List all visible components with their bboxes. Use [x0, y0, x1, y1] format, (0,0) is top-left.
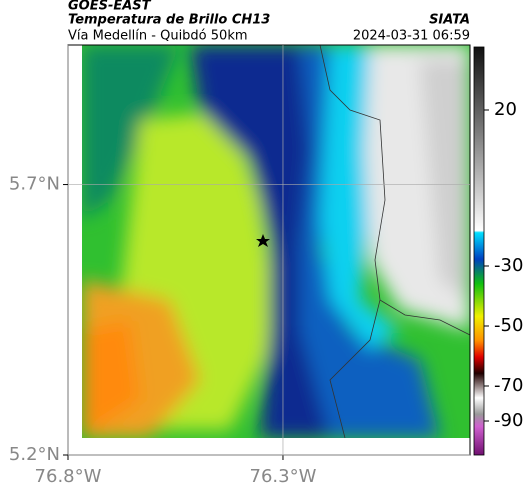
colorbar-tick-label: 20	[494, 99, 517, 120]
org: SIATA	[429, 13, 470, 28]
colorbar-tick-label: -30	[494, 255, 523, 276]
x-tick-label: 76.8°W	[35, 466, 102, 487]
subtitle: Vía Medellín - Quibdó 50km	[68, 29, 248, 44]
colorbar-tick-label: -70	[494, 375, 523, 396]
location-marker	[256, 234, 270, 247]
x-tick-label: 76.3°W	[250, 466, 317, 487]
y-tick-label: 5.2°N	[9, 444, 60, 465]
source: GOES-EAST	[68, 0, 152, 14]
timestamp: 2024-03-31 06:59	[353, 29, 470, 44]
colorbar-tick-label: -50	[494, 315, 523, 336]
colorbar-tick-label: -90	[494, 410, 523, 431]
y-tick-label: 5.7°N	[9, 174, 60, 195]
title: Temperatura de Brillo CH13	[68, 13, 270, 28]
colorbar	[473, 46, 485, 456]
imagery	[82, 45, 470, 438]
